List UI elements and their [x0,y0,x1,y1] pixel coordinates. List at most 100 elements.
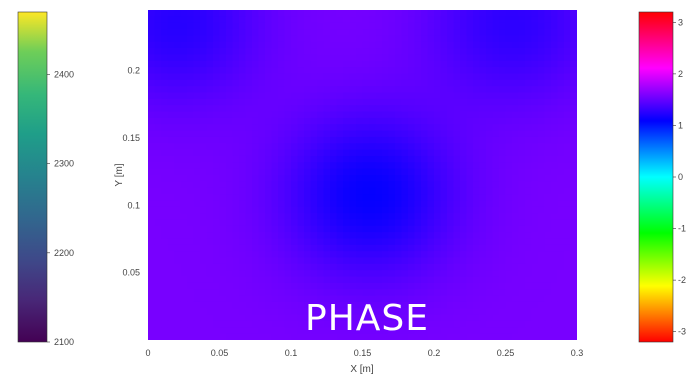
heatmap-cell [148,301,156,309]
heatmap-cell [154,232,162,240]
heatmap-cell [570,79,577,87]
heatmap-cell [414,16,422,24]
heatmap-cell [486,314,494,322]
heatmap-cell [440,238,448,246]
heatmap-cell [369,54,377,62]
heatmap-cell [434,187,442,195]
heatmap-cell [395,213,403,221]
heatmap-cell [369,67,377,75]
heatmap-cell [330,289,338,297]
heatmap-cell [499,155,507,163]
heatmap-cell [200,111,208,119]
heatmap-cell [187,105,195,113]
heatmap-cell [193,232,201,240]
heatmap-cell [167,181,175,189]
heatmap-cell [323,270,331,278]
heatmap-cell [297,232,305,240]
heatmap-cell [557,257,565,265]
heatmap-cell [525,175,533,182]
heatmap-cell [479,308,487,316]
heatmap-cell [570,232,577,240]
heatmap-cell [206,175,214,182]
heatmap-cell [447,41,455,49]
phase-overlay-label: PHASE [305,298,429,339]
heatmap-cell [395,168,403,176]
heatmap-cell [219,206,227,214]
heatmap-cell [434,117,442,125]
heatmap-cell [447,295,455,303]
heatmap-cell [473,276,481,284]
heatmap-cell [187,168,195,176]
heatmap-cell [219,181,227,189]
heatmap-cell [349,16,357,24]
heatmap-cell [362,244,370,252]
heatmap-cell [356,67,364,75]
heatmap-cell [174,200,182,208]
heatmap-cell [297,251,305,259]
heatmap-cell [343,54,351,62]
heatmap-cell [544,333,552,340]
heatmap-cell [258,333,266,340]
heatmap-cell [304,276,312,284]
heatmap-cell [473,270,481,278]
heatmap-cell [206,73,214,81]
heatmap-cell [395,276,403,284]
heatmap-cell [401,29,409,36]
heatmap-cell [479,73,487,81]
heatmap-cell [323,105,331,113]
heatmap-cell [232,225,240,233]
heatmap-cell [167,105,175,113]
heatmap-cell [505,270,513,278]
heatmap-cell [375,225,383,233]
heatmap-cell [512,289,520,297]
heatmap-cell [317,155,325,163]
heatmap-cell [336,244,344,252]
heatmap-cell [323,92,331,100]
heatmap-cell [388,54,396,62]
heatmap-cell [421,295,429,303]
heatmap-cell [148,155,156,163]
heatmap-cell [271,219,279,227]
heatmap-cell [401,155,409,163]
heatmap-cell [447,35,455,43]
heatmap-cell [193,270,201,278]
heatmap-cell [525,98,533,106]
heatmap-cell [193,333,201,340]
heatmap-cell [421,111,429,119]
heatmap-cell [174,295,182,303]
heatmap-cell [538,124,546,132]
heatmap-cell [317,200,325,208]
heatmap-cell [291,143,299,151]
heatmap-cell [564,301,572,309]
heatmap-cell [447,105,455,113]
heatmap-cell [284,143,292,151]
heatmap-cell [323,244,331,252]
heatmap-cell [440,136,448,144]
heatmap-cell [154,73,162,81]
heatmap-cell [245,225,253,233]
heatmap-cell [148,238,156,246]
heatmap-cell [525,238,533,246]
heatmap-cell [414,238,422,246]
heatmap-cell [401,175,409,182]
heatmap-cell [440,41,448,49]
heatmap-cell [187,111,195,119]
heatmap-cell [343,79,351,87]
heatmap-cell [538,162,546,170]
heatmap-cell [356,130,364,138]
heatmap-cell [414,67,422,75]
heatmap-cell [330,200,338,208]
heatmap-cell [239,22,247,30]
heatmap-cell [557,73,565,81]
heatmap-cell [154,276,162,284]
heatmap-cell [206,124,214,132]
heatmap-cell [551,200,559,208]
heatmap-cell [265,187,273,195]
heatmap-cell [245,289,253,297]
heatmap-cell [479,149,487,157]
heatmap-cell [239,219,247,227]
heatmap-cell [167,86,175,94]
heatmap-cell [265,67,273,75]
heatmap-cell [414,86,422,94]
heatmap-cell [525,10,533,17]
